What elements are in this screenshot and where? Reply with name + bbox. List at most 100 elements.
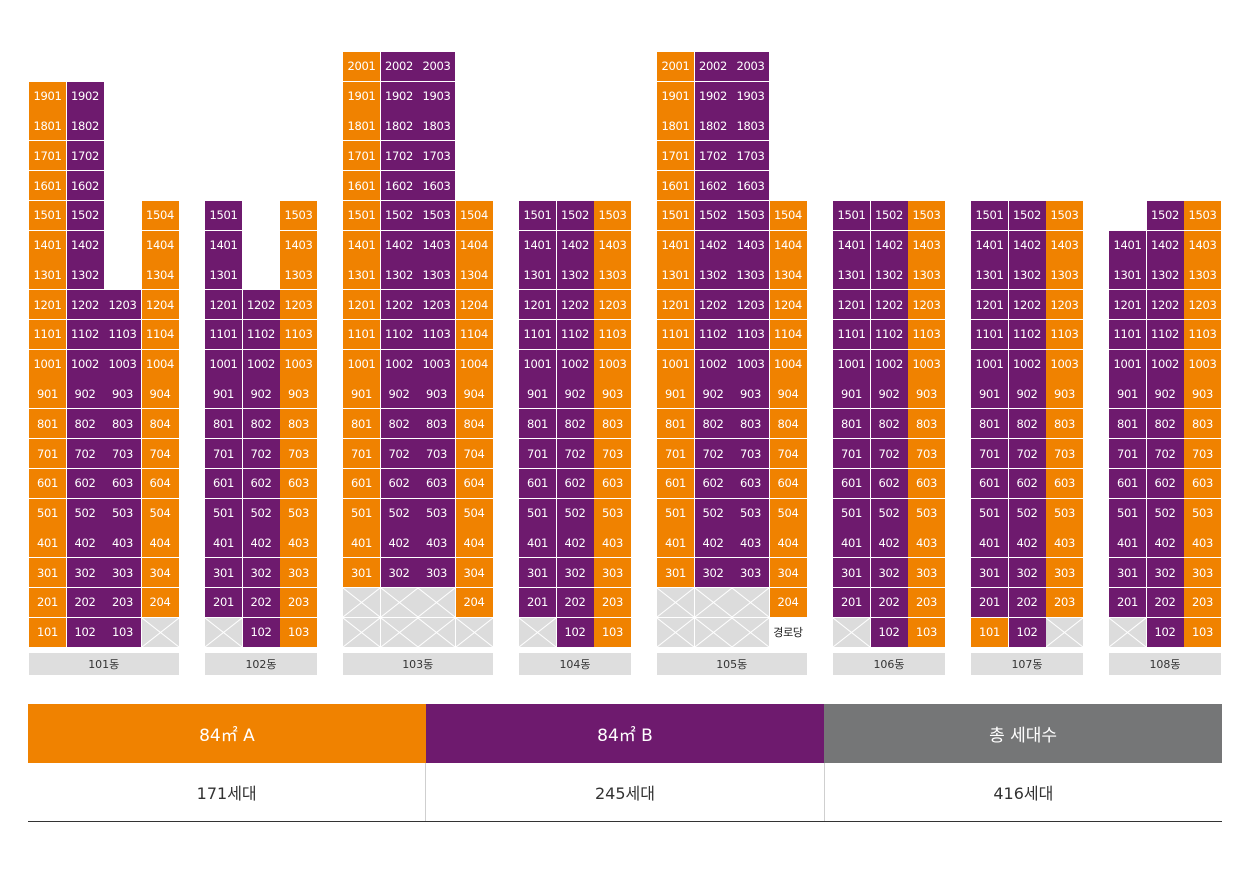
unit-cell: 101 [29, 617, 66, 647]
unit-cell: 1004 [455, 349, 493, 379]
unit-cell: 1401 [519, 230, 556, 260]
unit-cell: 1502 [870, 200, 908, 230]
unit-cell: 603 [280, 468, 317, 498]
unit-cell: 1602 [66, 171, 104, 201]
unit-cell: 603 [418, 468, 455, 498]
unit-cell: 501 [29, 498, 66, 528]
unit-cell: 1102 [66, 319, 104, 349]
unit-cell: 1001 [1109, 349, 1146, 379]
unit-cell: 1201 [519, 290, 556, 320]
unit-cell: 102 [242, 617, 280, 647]
building-label: 101동 [29, 652, 179, 675]
unit-cell: 1202 [380, 290, 418, 320]
unit-cell: 302 [66, 558, 104, 588]
unit-cell: 103 [908, 617, 945, 647]
unit-cell: 903 [280, 379, 317, 409]
empty-unit [418, 587, 455, 617]
unit-cell: 602 [556, 468, 594, 498]
unit-cell: 203 [1046, 587, 1083, 617]
empty-unit [694, 587, 732, 617]
unit-cell: 901 [657, 379, 694, 409]
unit-cell: 902 [1008, 379, 1046, 409]
unit-cell: 403 [594, 528, 631, 558]
unit-cell: 203 [594, 587, 631, 617]
unit-cell: 403 [104, 528, 141, 558]
unit-cell: 1202 [242, 290, 280, 320]
unit-cell: 1203 [280, 290, 317, 320]
unit-cell: 1403 [418, 230, 455, 260]
unit-cell: 1201 [971, 290, 1008, 320]
empty-unit [380, 617, 418, 647]
unit-cell: 702 [1008, 439, 1046, 469]
unit-cell: 603 [594, 468, 631, 498]
empty-unit [205, 617, 242, 647]
unit-cell: 1303 [1184, 260, 1221, 290]
unit-cell: 401 [1109, 528, 1146, 558]
unit-cell: 1001 [519, 349, 556, 379]
unit-cell: 1102 [380, 319, 418, 349]
unit-cell: 1801 [343, 111, 380, 141]
unit-cell: 804 [455, 409, 493, 439]
unit-cell: 902 [1146, 379, 1184, 409]
unit-cell: 1203 [908, 290, 945, 320]
unit-cell: 703 [280, 439, 317, 469]
empty-unit [657, 617, 694, 647]
unit-cell: 302 [1008, 558, 1046, 588]
unit-cell: 602 [1008, 468, 1046, 498]
unit-cell: 1003 [418, 349, 455, 379]
unit-cell: 704 [455, 439, 493, 469]
unit-cell: 1502 [556, 200, 594, 230]
unit-cell: 701 [1109, 439, 1146, 469]
unit-cell: 1502 [66, 200, 104, 230]
unit-cell: 503 [280, 498, 317, 528]
unit-cell: 701 [833, 439, 870, 469]
unit-cell: 903 [1046, 379, 1083, 409]
unit-cell: 301 [29, 558, 66, 588]
senior-center-label: 경로당 [769, 617, 807, 647]
unit-cell: 203 [1184, 587, 1221, 617]
unit-cell: 1403 [732, 230, 769, 260]
unit-cell: 304 [769, 558, 807, 588]
unit-cell: 801 [1109, 409, 1146, 439]
building-label: 103동 [343, 652, 493, 675]
unit-cell: 702 [694, 439, 732, 469]
unit-cell: 304 [455, 558, 493, 588]
unit-cell: 402 [1008, 528, 1046, 558]
unit-cell: 103 [104, 617, 141, 647]
unit-cell: 901 [1109, 379, 1146, 409]
unit-cell: 802 [1008, 409, 1046, 439]
unit-cell: 1204 [455, 290, 493, 320]
unit-cell: 1402 [66, 230, 104, 260]
unit-summary-table: 84㎡ A 84㎡ B 총 세대수 171세대 245세대 416세대 [28, 704, 1222, 822]
unit-cell: 1001 [29, 349, 66, 379]
unit-cell: 802 [1146, 409, 1184, 439]
unit-cell: 1301 [343, 260, 380, 290]
unit-cell: 1504 [141, 200, 179, 230]
unit-cell: 402 [380, 528, 418, 558]
unit-cell: 1901 [29, 81, 66, 111]
unit-cell: 703 [1046, 439, 1083, 469]
unit-cell: 701 [29, 439, 66, 469]
unit-cell: 302 [556, 558, 594, 588]
unit-cell: 401 [519, 528, 556, 558]
unit-cell: 1503 [908, 200, 945, 230]
unit-cell: 502 [694, 498, 732, 528]
unit-cell: 502 [1008, 498, 1046, 528]
unit-cell: 601 [833, 468, 870, 498]
unit-cell: 1303 [908, 260, 945, 290]
unit-cell: 1102 [870, 319, 908, 349]
unit-cell: 403 [732, 528, 769, 558]
unit-cell: 1903 [418, 81, 455, 111]
unit-cell: 402 [1146, 528, 1184, 558]
unit-cell: 1101 [519, 319, 556, 349]
unit-cell: 1202 [694, 290, 732, 320]
unit-cell: 1303 [280, 260, 317, 290]
unit-cell: 901 [343, 379, 380, 409]
unit-cell: 102 [1146, 617, 1184, 647]
type-b-count: 245세대 [425, 763, 825, 822]
unit-cell: 703 [104, 439, 141, 469]
unit-cell: 404 [141, 528, 179, 558]
unit-cell: 801 [519, 409, 556, 439]
unit-cell: 703 [908, 439, 945, 469]
unit-cell: 401 [343, 528, 380, 558]
